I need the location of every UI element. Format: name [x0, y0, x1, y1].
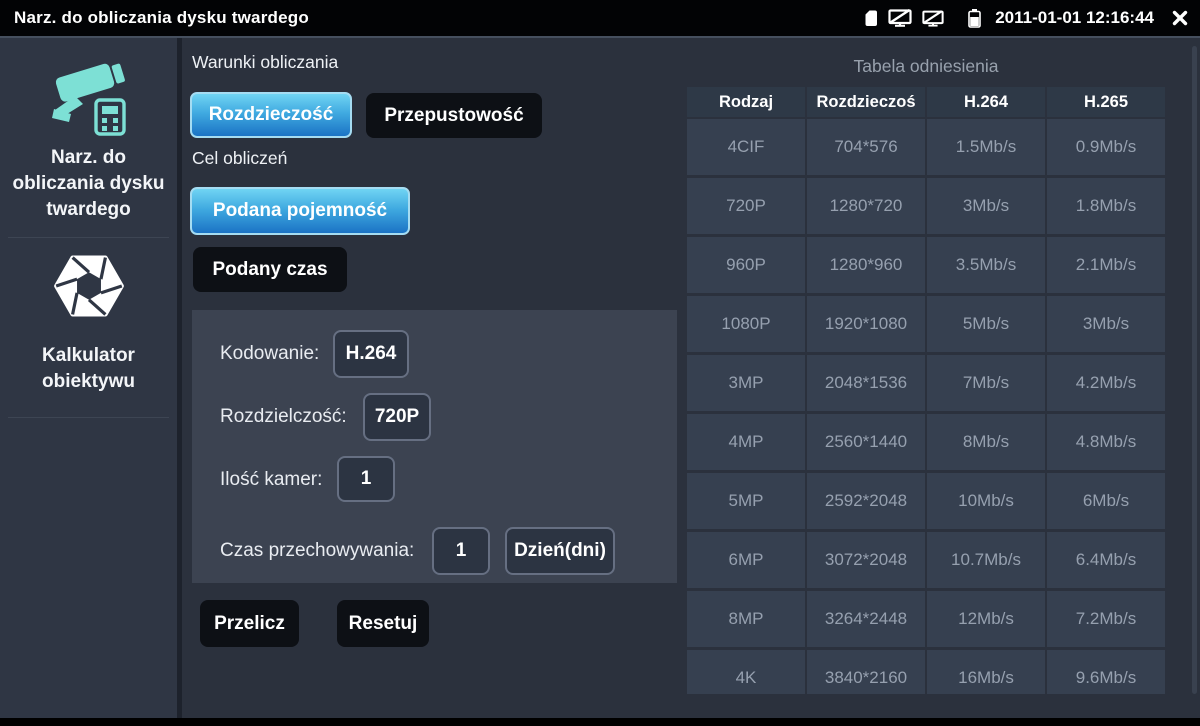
reference-table-header: Rodzaj Rozdzieczoś H.264 H.265: [687, 87, 1165, 117]
bottom-bezel: [0, 718, 1200, 726]
table-cell: 12Mb/s: [927, 591, 1045, 647]
table-cell: 2592*2048: [807, 473, 925, 529]
table-cell: 6MP: [687, 532, 805, 588]
table-cell: 4CIF: [687, 119, 805, 175]
conditions-heading: Warunki obliczania: [192, 52, 339, 72]
resolution-label: Rozdzielczość:: [220, 406, 347, 427]
table-cell: 1.8Mb/s: [1047, 178, 1165, 234]
table-cell: 0.9Mb/s: [1047, 119, 1165, 175]
table-cell: 5MP: [687, 473, 805, 529]
sidebar: Narz. do obliczania dysku twardego: [0, 38, 182, 718]
reset-button[interactable]: Resetuj: [337, 600, 429, 647]
sidebar-divider: [8, 237, 169, 238]
sidebar-item-label: Kalkulator obiektywu: [42, 345, 135, 392]
storage-time-label: Czas przechowywania:: [220, 540, 415, 561]
table-cell: 720P: [687, 178, 805, 234]
top-bar: Narz. do obliczania dysku twardego: [0, 0, 1200, 36]
target-heading: Cel obliczeń: [192, 148, 288, 168]
table-cell: 6Mb/s: [1047, 473, 1165, 529]
table-cell: 7.2Mb/s: [1047, 591, 1165, 647]
storage-time-unit-select[interactable]: Dzień(dni): [505, 527, 615, 575]
storage-time-input[interactable]: 1: [432, 527, 490, 575]
encoding-select[interactable]: H.264: [333, 330, 409, 378]
table-cell: 4MP: [687, 414, 805, 470]
table-cell: 2048*1536: [807, 355, 925, 411]
table-cell: 10Mb/s: [927, 473, 1045, 529]
video-in-monitor-icon: [888, 9, 912, 27]
reference-table-title: Tabela odniesienia: [853, 56, 999, 76]
table-cell: 1.5Mb/s: [927, 119, 1045, 175]
table-cell: 960P: [687, 237, 805, 293]
table-cell: 2.1Mb/s: [1047, 237, 1165, 293]
column-header: H.264: [927, 87, 1045, 117]
table-cell: 3.5Mb/s: [927, 237, 1045, 293]
column-header: Rodzaj: [687, 87, 805, 117]
table-cell: 9.6Mb/s: [1047, 650, 1165, 694]
table-cell: 1280*960: [807, 237, 925, 293]
table-cell: 6.4Mb/s: [1047, 532, 1165, 588]
window-title: Narz. do obliczania dysku twardego: [14, 8, 309, 27]
column-header: Rozdzieczoś: [807, 87, 925, 117]
sidebar-item-lens-calculator[interactable]: Kalkulator obiektywu: [0, 250, 177, 395]
table-cell: 4.8Mb/s: [1047, 414, 1165, 470]
table-cell: 1920*1080: [807, 296, 925, 352]
table-cell: 16Mb/s: [927, 650, 1045, 694]
condition-button-resolution[interactable]: Rozdzieczość: [190, 92, 352, 138]
condition-button-bandwidth[interactable]: Przepustowość: [366, 93, 542, 138]
table-cell: 3MP: [687, 355, 805, 411]
table-cell: 4K: [687, 650, 805, 694]
camera-count-input[interactable]: 1: [337, 456, 395, 502]
status-area: 2011-01-01 12:16:44: [865, 8, 1188, 28]
sd-card-icon: [865, 10, 878, 27]
table-cell: 1080P: [687, 296, 805, 352]
table-cell: 10.7Mb/s: [927, 532, 1045, 588]
calculate-button[interactable]: Przelicz: [200, 600, 299, 647]
table-cell: 3Mb/s: [927, 178, 1045, 234]
resolution-select[interactable]: 720P: [363, 393, 431, 441]
datetime-text: 2011-01-01 12:16:44: [995, 8, 1154, 27]
table-cell: 704*576: [807, 119, 925, 175]
column-header: H.265: [1047, 87, 1165, 117]
encoding-label: Kodowanie:: [220, 343, 320, 364]
sidebar-item-label: Narz. do obliczania dysku twardego: [12, 147, 165, 220]
table-cell: 3Mb/s: [1047, 296, 1165, 352]
target-button-capacity[interactable]: Podana pojemność: [190, 187, 410, 235]
scrollbar[interactable]: [1192, 46, 1197, 694]
table-cell: 3072*2048: [807, 532, 925, 588]
parameters-panel: Kodowanie: H.264 Rozdzielczość: 720P Ilo…: [192, 310, 677, 583]
table-cell: 4.2Mb/s: [1047, 355, 1165, 411]
topbar-divider: [0, 36, 1200, 38]
video-out-monitor-icon: [922, 9, 944, 27]
table-cell: 7Mb/s: [927, 355, 1045, 411]
table-cell: 3840*2160: [807, 650, 925, 694]
aperture-icon: [53, 250, 125, 322]
content-area: Narz. do obliczania dysku twardego: [0, 38, 1200, 718]
reference-table-body: 4CIF 704*576 1.5Mb/s 0.9Mb/s 720P 1280*7…: [687, 119, 1165, 694]
table-cell: 8Mb/s: [927, 414, 1045, 470]
table-cell: 2560*1440: [807, 414, 925, 470]
table-cell: 3264*2448: [807, 591, 925, 647]
camera-count-label: Ilość kamer:: [220, 469, 323, 490]
cctv-camera-calculator-icon: [41, 52, 137, 140]
table-cell: 1280*720: [807, 178, 925, 234]
table-cell: 8MP: [687, 591, 805, 647]
table-cell: 5Mb/s: [927, 296, 1045, 352]
sidebar-divider: [8, 417, 169, 418]
close-icon[interactable]: [1172, 10, 1188, 26]
battery-icon: [968, 8, 982, 28]
sidebar-item-hdd-calculator[interactable]: Narz. do obliczania dysku twardego: [0, 52, 177, 223]
target-button-time[interactable]: Podany czas: [193, 247, 347, 292]
